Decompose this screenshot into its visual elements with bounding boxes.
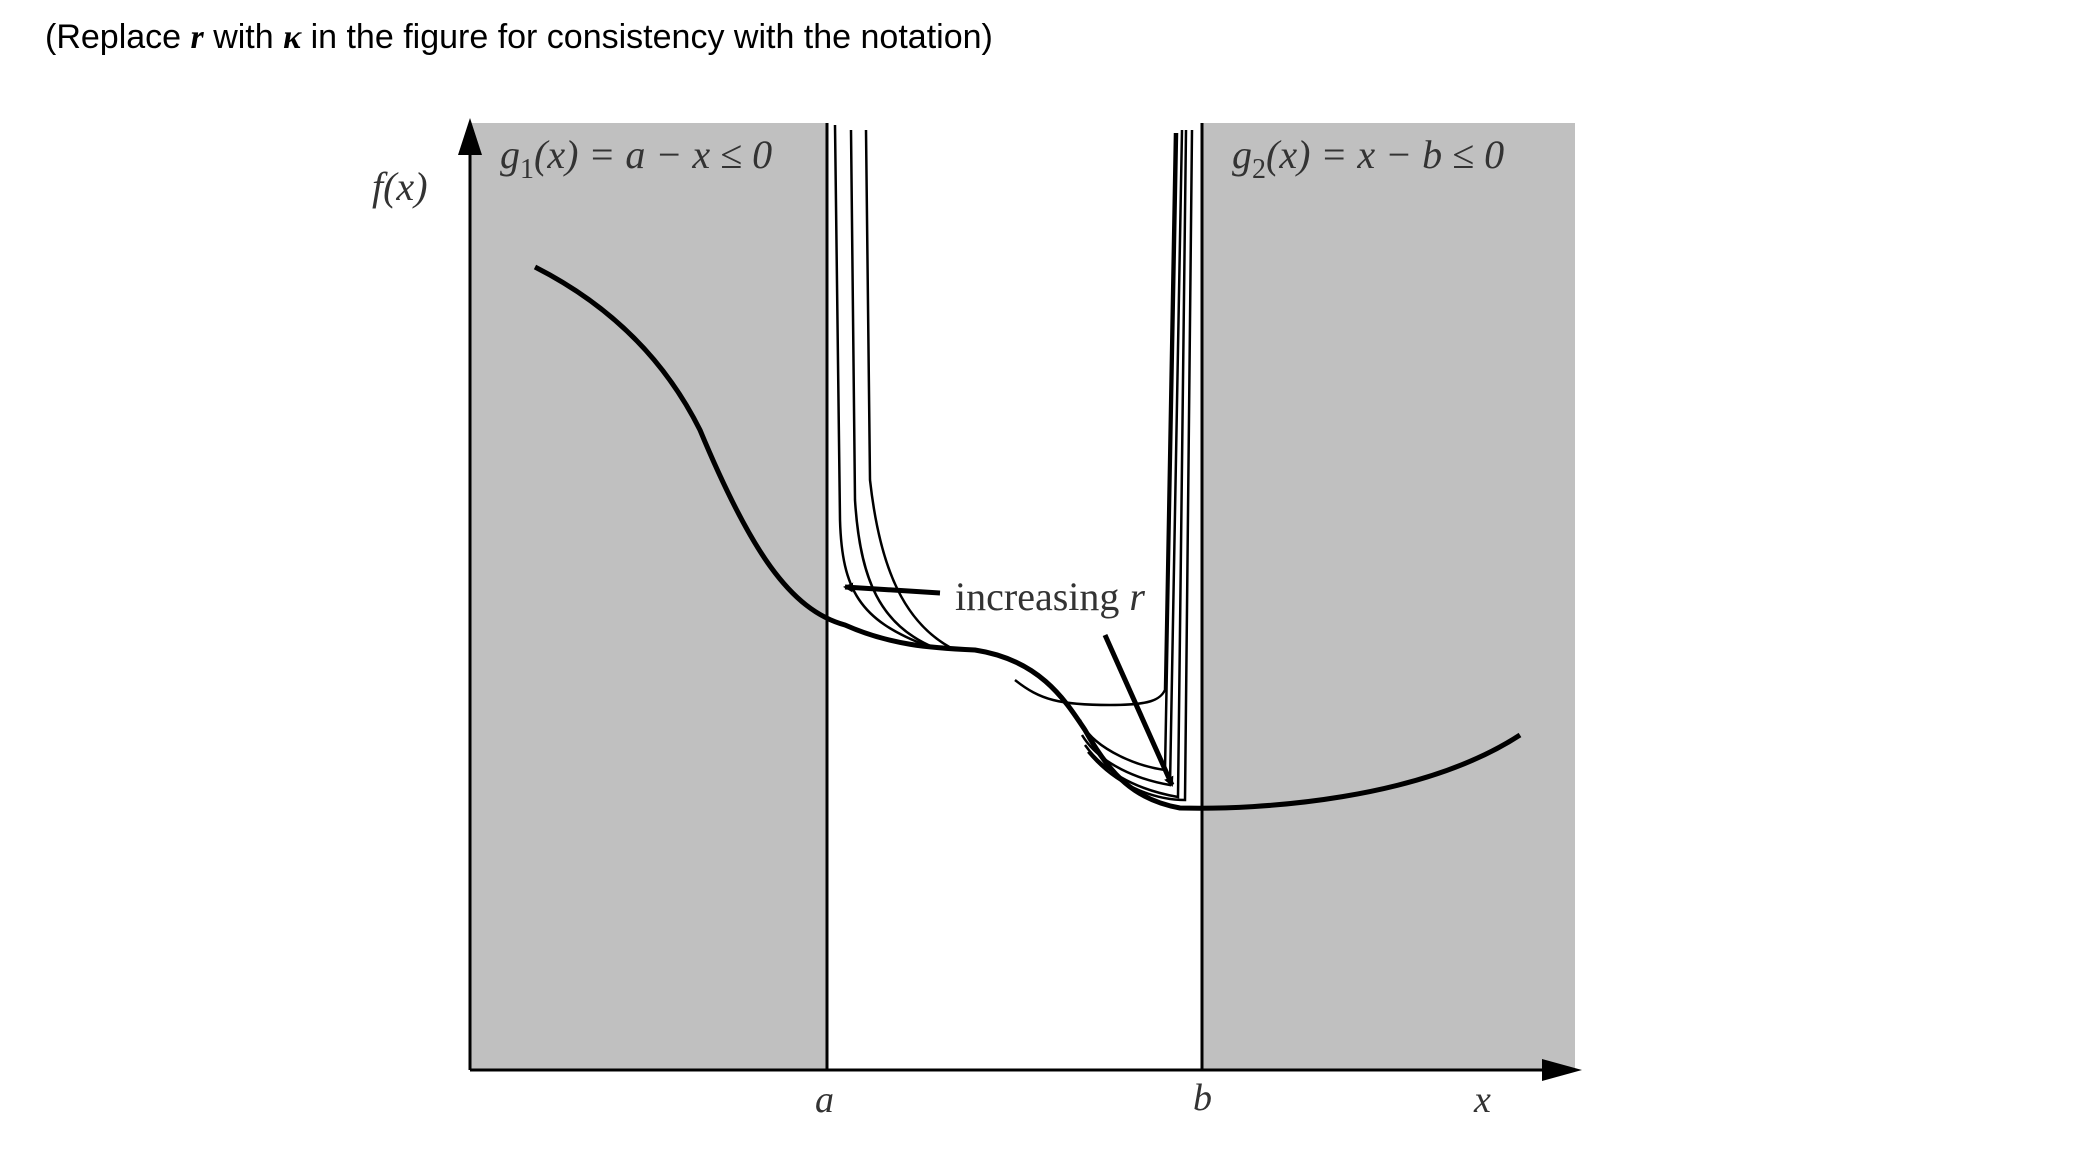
barrier-curve-right-1 <box>1014 132 1177 707</box>
x-axis-label: x <box>1473 1079 1491 1121</box>
barrier-curve-left-2 <box>849 129 936 650</box>
barrier-curve-right-2 <box>1078 132 1179 772</box>
constraint-left-sub: 1 <box>520 154 534 185</box>
constraint-left-rest: (x) = a − x ≤ 0 <box>534 132 772 177</box>
increasing-label-text: increasing <box>955 574 1129 619</box>
increasing-arrow-down <box>1102 633 1175 787</box>
infeasible-region-right <box>1202 123 1575 1070</box>
constraint-label-left: g1(x) = a − x ≤ 0 <box>500 132 772 185</box>
y-axis-arrow <box>458 118 482 155</box>
barrier-curve-left-3 <box>864 129 956 652</box>
constraint-right-sub: 2 <box>1252 154 1266 185</box>
y-axis-label: f(x) <box>372 164 428 209</box>
x-axis-arrow <box>1542 1059 1582 1081</box>
infeasible-region-left <box>470 123 827 1070</box>
barrier-curve-right-5 <box>1087 129 1194 802</box>
instruction-note: (Replace r with κ in the figure for cons… <box>45 18 993 57</box>
tick-label-b: b <box>1193 1077 1212 1119</box>
increasing-label-var: r <box>1129 574 1145 619</box>
barrier-curve-left-1 <box>833 124 926 647</box>
note-middle: with <box>203 18 284 56</box>
note-var-old: r <box>190 19 204 56</box>
constraint-label-right: g2(x) = x − b ≤ 0 <box>1232 132 1504 185</box>
constraint-left-g: g <box>500 132 520 177</box>
note-prefix: (Replace <box>45 18 191 56</box>
tick-label-a: a <box>815 1079 834 1121</box>
barrier-curve-right-4 <box>1083 129 1188 799</box>
note-suffix: in the figure for consistency with the n… <box>301 18 993 56</box>
objective-curve <box>533 264 1522 811</box>
increasing-label: increasing r <box>955 574 1145 619</box>
constraint-right-g: g <box>1232 132 1252 177</box>
increasing-arrow-left <box>843 582 941 596</box>
constraint-right-rest: (x) = x − b ≤ 0 <box>1266 132 1504 177</box>
note-var-new: κ <box>283 19 302 56</box>
